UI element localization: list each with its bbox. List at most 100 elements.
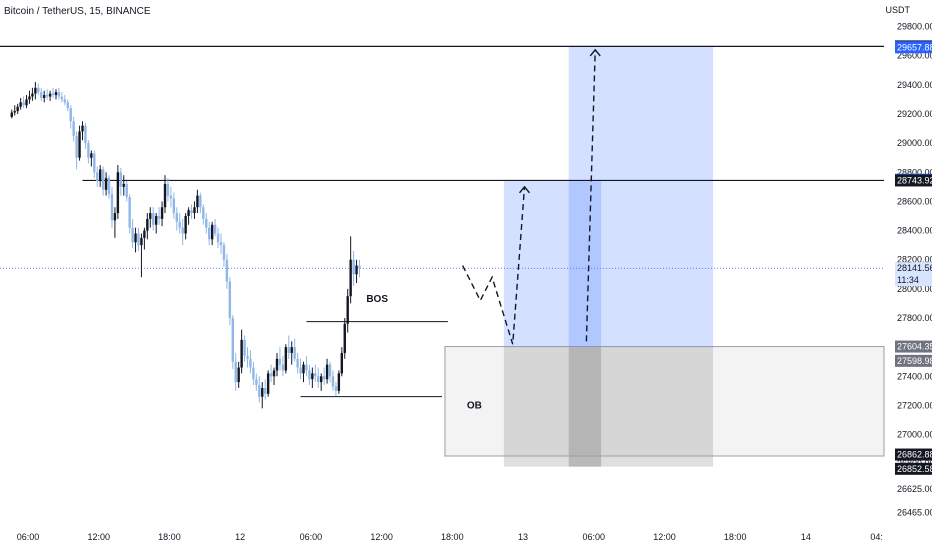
candle-body bbox=[10, 112, 13, 117]
candle-body bbox=[284, 347, 288, 371]
x-tick-label: 04: bbox=[870, 532, 883, 542]
candle-body bbox=[110, 194, 114, 221]
candle-body bbox=[172, 198, 176, 214]
candle-body bbox=[25, 99, 28, 106]
projection-path bbox=[462, 186, 526, 345]
y-tick-label: 27400.00 bbox=[897, 371, 932, 381]
projection-arrowhead bbox=[518, 185, 531, 194]
x-tick-label: 06:00 bbox=[300, 532, 323, 542]
candle-body bbox=[325, 364, 329, 380]
candle-body bbox=[78, 131, 81, 158]
candle-body bbox=[128, 197, 131, 228]
candle-body bbox=[54, 92, 58, 96]
candle-body bbox=[302, 364, 305, 374]
x-tick-label: 12:00 bbox=[87, 532, 110, 542]
order-block-zone bbox=[444, 346, 885, 457]
price-tag-label: 28141.56 bbox=[897, 263, 932, 273]
candle-body bbox=[228, 281, 232, 318]
candle-body bbox=[101, 169, 105, 190]
y-tick-label: 29800.00 bbox=[897, 22, 932, 32]
price-tag-label: 29657.88 bbox=[897, 42, 932, 52]
candle-body bbox=[205, 218, 208, 228]
candle-body bbox=[149, 213, 152, 219]
y-tick-label: 28200.00 bbox=[897, 255, 932, 265]
candle-body bbox=[355, 265, 358, 275]
candle-body bbox=[249, 358, 252, 368]
candle-body bbox=[131, 227, 134, 243]
candle-body bbox=[266, 373, 270, 394]
candle-body bbox=[43, 95, 46, 98]
gray-column bbox=[568, 346, 602, 467]
candle-body bbox=[181, 227, 184, 234]
candle-body bbox=[175, 213, 178, 222]
x-tick-label: 18:00 bbox=[441, 532, 464, 542]
candle-body bbox=[84, 125, 87, 144]
x-tick-label: 13 bbox=[518, 532, 528, 542]
target-zone bbox=[568, 46, 714, 347]
candle-body bbox=[63, 99, 67, 103]
candle-body bbox=[346, 296, 349, 324]
candle-body bbox=[243, 339, 246, 356]
candle-body bbox=[231, 318, 234, 362]
candle-body bbox=[34, 87, 37, 94]
candle-body bbox=[45, 95, 49, 97]
x-tick-label: 18:00 bbox=[158, 532, 181, 542]
candle-body bbox=[287, 347, 290, 353]
candle-body bbox=[152, 213, 155, 225]
candle-body bbox=[222, 245, 226, 260]
candle-body bbox=[28, 96, 31, 100]
candle-body bbox=[314, 373, 317, 377]
candle-body bbox=[296, 358, 299, 368]
target-zone bbox=[503, 180, 602, 347]
candle-body bbox=[72, 121, 75, 136]
price-tag-label: 11:34 bbox=[897, 275, 919, 285]
candle-body bbox=[334, 386, 338, 391]
candle-body bbox=[208, 227, 211, 240]
candle-body bbox=[137, 233, 140, 246]
candle-body bbox=[331, 376, 335, 387]
candle-body bbox=[40, 92, 43, 98]
candle-body bbox=[322, 376, 326, 380]
candle-body bbox=[48, 93, 52, 97]
x-tick-label: 06:00 bbox=[582, 532, 605, 542]
candle-body bbox=[37, 87, 40, 93]
candle-body bbox=[319, 376, 323, 383]
candle-body bbox=[166, 183, 170, 196]
candle-body bbox=[349, 259, 352, 297]
candle-body bbox=[178, 221, 181, 228]
candle-body bbox=[255, 379, 258, 386]
candle-body bbox=[81, 125, 84, 132]
y-tick-label: 29000.00 bbox=[897, 138, 932, 148]
candle-body bbox=[75, 135, 78, 158]
candle-body bbox=[196, 195, 199, 208]
price-tag-label: 28743.92 bbox=[897, 175, 932, 185]
candle-body bbox=[269, 373, 273, 377]
price-tag-label: 26852.58 bbox=[897, 464, 932, 474]
candle-body bbox=[143, 230, 146, 238]
candle-body bbox=[16, 106, 19, 112]
candle-body bbox=[293, 347, 296, 359]
y-tick-label: 27200.00 bbox=[897, 400, 932, 410]
annotation-bos: BOS bbox=[366, 294, 388, 305]
candle-body bbox=[146, 218, 149, 231]
x-tick-label: 12:00 bbox=[653, 532, 676, 542]
candle-body bbox=[261, 387, 264, 397]
candle-body bbox=[157, 216, 161, 219]
x-tick-label: 06:00 bbox=[17, 532, 40, 542]
candle-body bbox=[213, 224, 217, 234]
candle-body bbox=[90, 153, 93, 158]
candle-body bbox=[278, 358, 282, 365]
x-tick-label: 12 bbox=[235, 532, 245, 542]
price-tag-label: 27598.98 bbox=[897, 356, 932, 366]
candle-body bbox=[308, 370, 311, 380]
x-tick-label: 14 bbox=[801, 532, 811, 542]
candle-body bbox=[246, 355, 249, 359]
candle-body bbox=[216, 233, 220, 243]
candle-body bbox=[51, 93, 55, 96]
candle-body bbox=[96, 172, 99, 182]
candle-body bbox=[264, 387, 267, 394]
y-tick-label: 28600.00 bbox=[897, 196, 932, 206]
candle-body bbox=[22, 102, 25, 106]
price-tag bbox=[895, 274, 932, 287]
